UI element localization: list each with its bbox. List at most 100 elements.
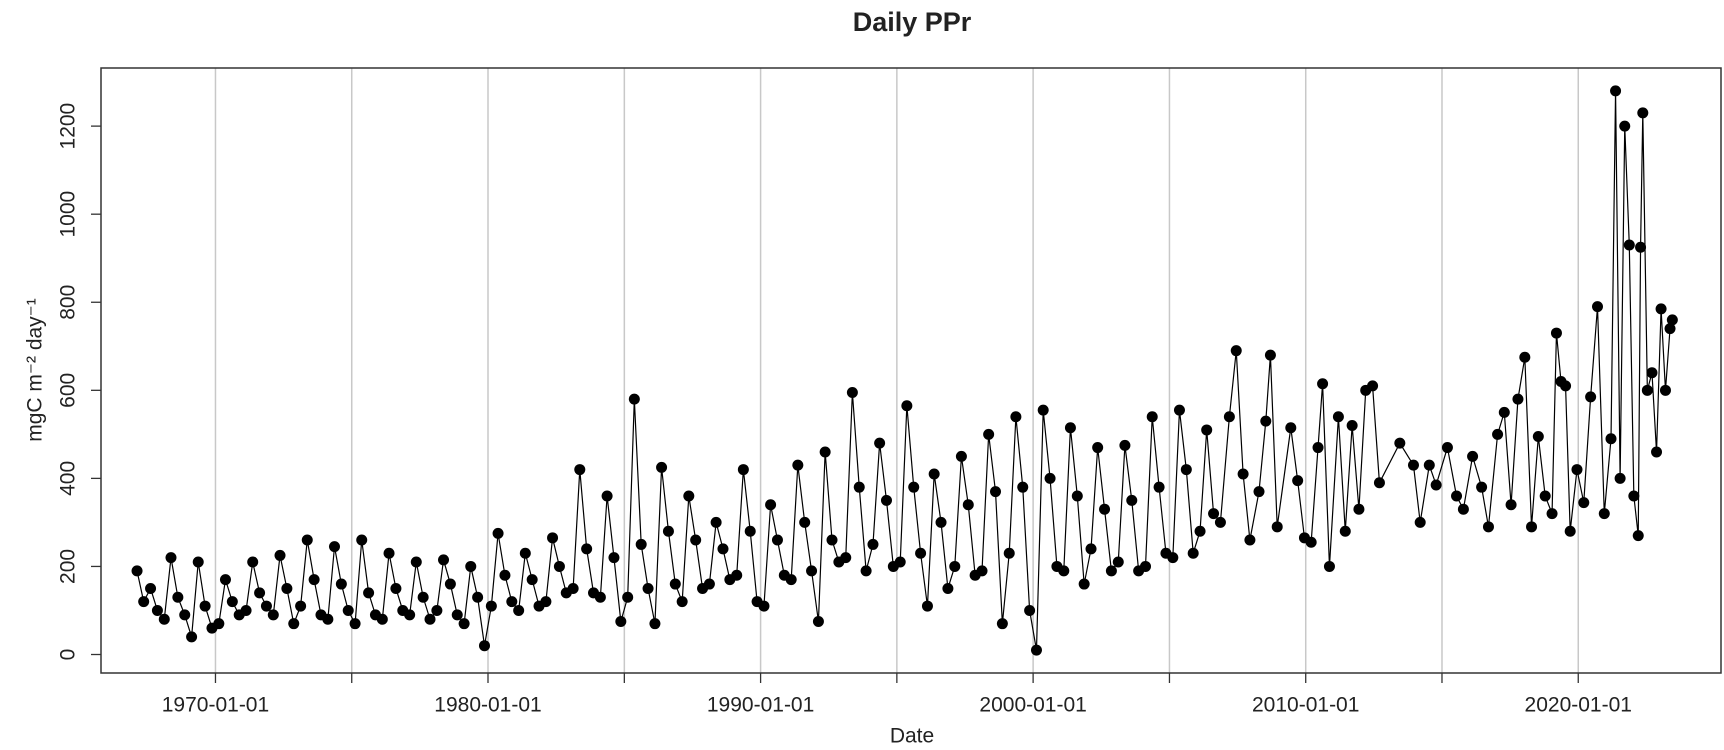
point: [1285, 422, 1297, 434]
point: [601, 490, 613, 502]
point: [1666, 314, 1678, 326]
point: [649, 618, 661, 630]
point: [622, 591, 634, 603]
point: [1619, 120, 1631, 132]
point: [506, 596, 518, 608]
point: [1010, 411, 1022, 423]
point: [1323, 560, 1335, 572]
point: [254, 587, 266, 599]
point: [485, 600, 497, 612]
point: [1414, 516, 1426, 528]
point: [519, 547, 531, 559]
point: [1532, 431, 1544, 443]
point: [690, 534, 702, 546]
point: [1457, 503, 1469, 515]
point: [1099, 503, 1111, 515]
point: [1394, 437, 1406, 449]
point: [1623, 239, 1635, 251]
point: [1659, 384, 1671, 396]
point: [785, 574, 797, 586]
point: [322, 613, 334, 625]
point: [158, 613, 170, 625]
point: [1223, 411, 1235, 423]
x-tick-label: 1990-01-01: [707, 694, 814, 717]
point: [465, 560, 477, 572]
point: [1476, 481, 1488, 493]
point: [335, 578, 347, 590]
point: [179, 609, 191, 621]
point: [1119, 439, 1131, 451]
point: [1230, 345, 1242, 357]
point: [1346, 420, 1358, 432]
point: [1519, 351, 1531, 363]
point: [1498, 406, 1510, 418]
point: [731, 569, 743, 581]
point: [267, 609, 279, 621]
point: [1632, 530, 1644, 542]
point: [1332, 411, 1344, 423]
point: [1441, 442, 1453, 454]
point: [274, 549, 286, 561]
point: [1492, 428, 1504, 440]
point: [328, 541, 340, 553]
point: [1244, 534, 1256, 546]
point: [574, 464, 586, 476]
point: [860, 565, 872, 577]
point: [1024, 604, 1036, 616]
point: [492, 527, 504, 539]
point: [342, 604, 354, 616]
point: [867, 538, 879, 550]
x-axis-label: Date: [890, 725, 934, 748]
point: [1646, 367, 1658, 379]
point: [1140, 560, 1152, 572]
point: [1546, 508, 1558, 520]
point: [1237, 468, 1249, 480]
point: [458, 618, 470, 630]
point: [281, 582, 293, 594]
point: [1339, 525, 1351, 537]
point: [1482, 521, 1494, 533]
point: [1598, 508, 1610, 520]
point: [908, 481, 920, 493]
point: [921, 600, 933, 612]
point: [383, 547, 395, 559]
point: [356, 534, 368, 546]
point: [744, 525, 756, 537]
point: [1201, 424, 1213, 436]
point: [1467, 450, 1479, 462]
point: [1610, 85, 1622, 97]
point: [308, 574, 320, 586]
point: [1373, 477, 1385, 489]
point: [1353, 503, 1365, 515]
point: [138, 596, 150, 608]
point: [1017, 481, 1029, 493]
point: [874, 437, 886, 449]
point: [1641, 384, 1653, 396]
point: [240, 604, 252, 616]
point: [846, 387, 858, 399]
point: [540, 596, 552, 608]
point: [260, 600, 272, 612]
point: [662, 525, 674, 537]
point: [853, 481, 865, 493]
point: [1512, 393, 1524, 405]
point: [478, 640, 490, 652]
chart-title: Daily PPr: [853, 7, 972, 37]
point: [1112, 556, 1124, 568]
point: [247, 556, 259, 568]
point: [417, 591, 429, 603]
point: [1271, 521, 1283, 533]
point: [806, 565, 818, 577]
axes: 0 200 400 600 800 1000 1200 1970-01-01 1980-01-0…: [57, 103, 1632, 717]
point: [1146, 411, 1158, 423]
point: [1305, 536, 1317, 548]
point: [499, 569, 511, 581]
point: [962, 499, 974, 511]
point: [1253, 486, 1265, 498]
y-tick-label: 0: [57, 649, 80, 661]
x-tick-label: 1980-01-01: [434, 694, 541, 717]
point: [669, 578, 681, 590]
point: [656, 461, 668, 473]
point: [213, 618, 225, 630]
point: [710, 516, 722, 528]
